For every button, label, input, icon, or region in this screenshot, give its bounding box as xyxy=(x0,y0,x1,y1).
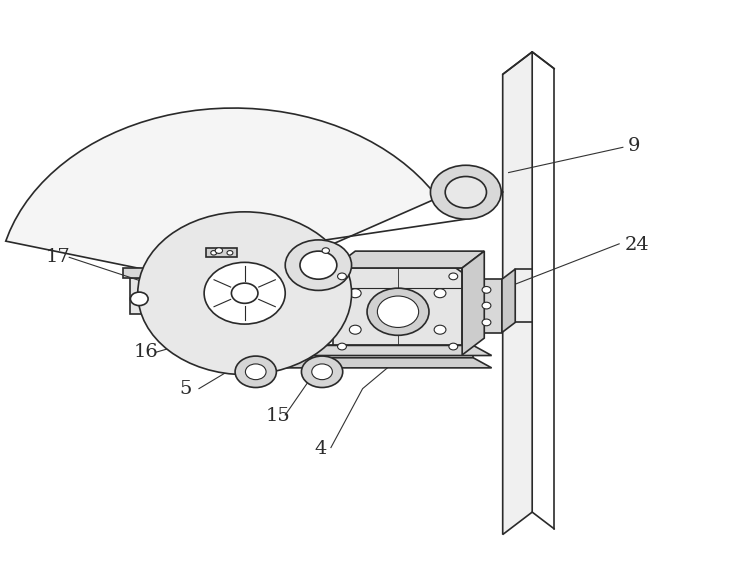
Polygon shape xyxy=(502,52,532,535)
Circle shape xyxy=(227,250,233,255)
Circle shape xyxy=(312,364,332,380)
Bar xyxy=(326,257,340,279)
Circle shape xyxy=(377,296,419,328)
Circle shape xyxy=(322,248,329,253)
Circle shape xyxy=(434,289,446,298)
Circle shape xyxy=(337,343,346,350)
Circle shape xyxy=(482,287,491,293)
Text: 5: 5 xyxy=(180,380,192,398)
Circle shape xyxy=(434,325,446,334)
Text: 24: 24 xyxy=(625,236,649,254)
Bar xyxy=(212,246,340,257)
Bar xyxy=(471,279,502,333)
Bar xyxy=(130,278,186,314)
Circle shape xyxy=(204,262,285,324)
Circle shape xyxy=(349,289,361,298)
Bar xyxy=(201,305,230,321)
Circle shape xyxy=(130,292,148,306)
Circle shape xyxy=(211,250,217,255)
Circle shape xyxy=(482,302,491,309)
Circle shape xyxy=(449,273,458,280)
Circle shape xyxy=(138,212,352,374)
Polygon shape xyxy=(333,251,484,268)
Circle shape xyxy=(337,273,346,280)
Text: 9: 9 xyxy=(628,136,641,155)
Polygon shape xyxy=(193,345,491,355)
Circle shape xyxy=(215,248,223,253)
Circle shape xyxy=(349,325,361,334)
Circle shape xyxy=(300,251,337,279)
Bar xyxy=(212,257,226,279)
Text: 4: 4 xyxy=(314,440,327,457)
Bar xyxy=(123,268,193,278)
Bar xyxy=(292,299,329,313)
Circle shape xyxy=(449,343,458,350)
Bar xyxy=(333,268,462,355)
Circle shape xyxy=(301,356,343,387)
Polygon shape xyxy=(502,269,515,333)
Circle shape xyxy=(445,177,486,208)
Circle shape xyxy=(482,319,491,326)
Polygon shape xyxy=(193,358,491,368)
Text: 16: 16 xyxy=(134,342,159,360)
Circle shape xyxy=(367,288,429,336)
Text: 15: 15 xyxy=(266,407,290,425)
Circle shape xyxy=(431,165,501,219)
Polygon shape xyxy=(6,108,438,288)
Circle shape xyxy=(235,356,276,387)
Bar xyxy=(193,345,473,358)
Circle shape xyxy=(285,240,352,290)
Text: 15: 15 xyxy=(141,305,166,323)
Circle shape xyxy=(232,283,258,303)
Polygon shape xyxy=(206,248,238,257)
Text: 17: 17 xyxy=(46,248,70,266)
Circle shape xyxy=(246,364,266,380)
Polygon shape xyxy=(462,251,484,355)
